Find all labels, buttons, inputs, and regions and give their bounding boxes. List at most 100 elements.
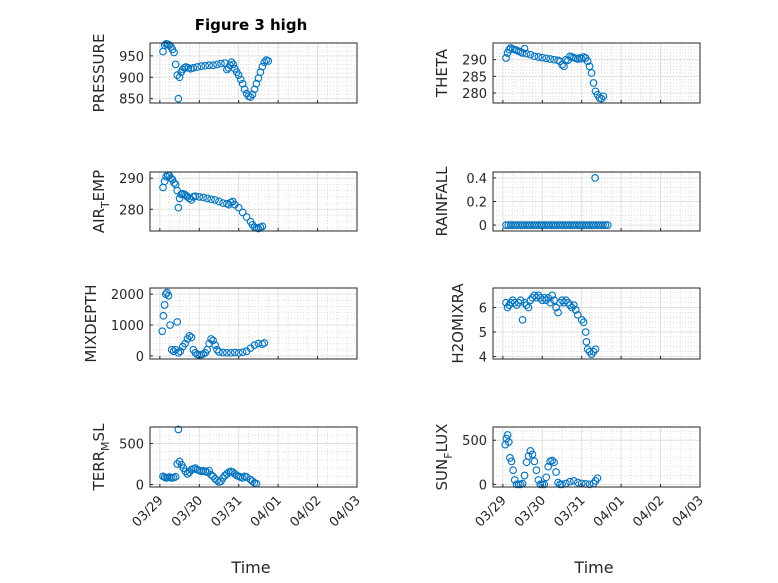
- data-point: [174, 94, 183, 103]
- data-point: [507, 457, 516, 466]
- data-point: [560, 62, 568, 71]
- x-tick-label: 04/02: [287, 493, 324, 530]
- data-point: [585, 480, 594, 489]
- data-point: [260, 339, 269, 347]
- data-point: [185, 331, 194, 340]
- y-axis-label: PRESSURE: [90, 34, 108, 113]
- x-tick-label: 03/29: [130, 493, 167, 530]
- x-tick-label: 04/01: [248, 493, 285, 530]
- x-axis-label-left: Time: [230, 558, 270, 577]
- data-point: [207, 470, 215, 479]
- data-point: [254, 224, 263, 233]
- data-point: [176, 347, 185, 356]
- panel-sun-flux: 0 500 03/29 03/30 03/31 04/01 04/02 04/03 SUNFLU…: [433, 424, 707, 531]
- data-point: [183, 469, 192, 478]
- figure-title: Figure 3 high: [195, 16, 308, 34]
- data-point: [530, 52, 539, 61]
- data-point: [209, 336, 217, 345]
- data-point: [173, 318, 182, 326]
- data-point: [504, 438, 513, 446]
- data-point: [213, 60, 221, 69]
- y-tick-label: 280: [462, 87, 487, 102]
- data-point: [528, 450, 537, 459]
- data-point: [217, 59, 225, 68]
- x-tick-label: 03/30: [169, 493, 206, 530]
- y-tick-label: 290: [462, 54, 487, 69]
- data-point: [534, 53, 543, 61]
- data-point: [205, 61, 213, 70]
- data-point: [238, 208, 247, 217]
- data-point: [203, 468, 212, 477]
- data-point: [242, 213, 251, 221]
- data-point: [160, 177, 169, 186]
- data-point: [258, 340, 267, 349]
- data-point: [250, 341, 259, 349]
- data-point: [223, 348, 231, 357]
- data-point: [566, 477, 574, 486]
- x-tick-label: 03/31: [551, 493, 588, 530]
- data-point: [193, 63, 202, 71]
- y-tick-label: 6: [479, 302, 487, 317]
- data-point: [526, 50, 535, 59]
- x-tick-label: 03/31: [208, 493, 245, 530]
- data-point: [167, 345, 176, 354]
- data-point: [503, 431, 512, 439]
- data-point: [514, 298, 523, 307]
- data-point: [599, 92, 608, 101]
- data-point: [524, 303, 533, 312]
- data-point: [211, 196, 219, 204]
- data-point: [160, 301, 169, 309]
- data-point: [512, 301, 521, 309]
- panel-h2omixra: 4 5 6 H2OMIXRA: [449, 283, 701, 366]
- data-point: [544, 462, 553, 471]
- data-point: [199, 193, 208, 202]
- data-point: [258, 62, 267, 71]
- plot-area: [150, 427, 357, 487]
- y-tick-label: 280: [119, 203, 144, 218]
- y-axis-label: THETA: [433, 48, 451, 98]
- data-point: [582, 338, 591, 346]
- data-point: [566, 301, 574, 309]
- y-tick-label: 850: [119, 93, 144, 108]
- data-point: [173, 460, 182, 468]
- data-point: [554, 308, 562, 317]
- panel-mixdepth: 0 1000 2000 MIXDEPTH: [82, 284, 358, 365]
- y-tick-label: 285: [462, 70, 487, 85]
- data-point: [589, 79, 598, 87]
- data-point: [158, 327, 167, 336]
- data-point: [187, 333, 196, 342]
- data-point: [260, 58, 269, 67]
- panel-rainfall: 0 0.2 0.4 RAINFALL: [433, 166, 701, 236]
- data-point: [226, 348, 235, 357]
- data-point: [215, 348, 223, 356]
- axes-box: [492, 426, 701, 488]
- axes-box: [149, 426, 358, 488]
- data-point: [254, 339, 263, 348]
- data-point: [238, 348, 247, 357]
- data-point: [248, 477, 257, 486]
- x-tick-label: 04/01: [591, 493, 628, 530]
- data-point: [569, 301, 578, 309]
- y-tick-label: 500: [462, 434, 487, 449]
- data-point: [219, 474, 227, 482]
- data-point: [583, 57, 592, 66]
- data-point: [540, 480, 549, 489]
- data-point: [199, 350, 208, 358]
- panel-air-temp: 280 290 AIRTEMP: [90, 170, 358, 233]
- data-point: [542, 473, 551, 482]
- data-point: [502, 54, 510, 62]
- y-tick-label: 2000: [111, 288, 144, 303]
- data-point: [159, 311, 168, 320]
- data-point: [573, 478, 582, 487]
- data-point: [191, 192, 200, 201]
- data-point: [230, 469, 239, 478]
- data-point: [546, 298, 555, 307]
- data-point: [209, 472, 217, 481]
- data-point: [589, 347, 598, 356]
- data-point: [505, 45, 514, 54]
- data-point: [569, 476, 578, 485]
- data-point: [520, 44, 529, 53]
- y-tick-label: 0: [479, 478, 487, 493]
- data-point: [242, 473, 251, 481]
- data-point: [170, 179, 178, 187]
